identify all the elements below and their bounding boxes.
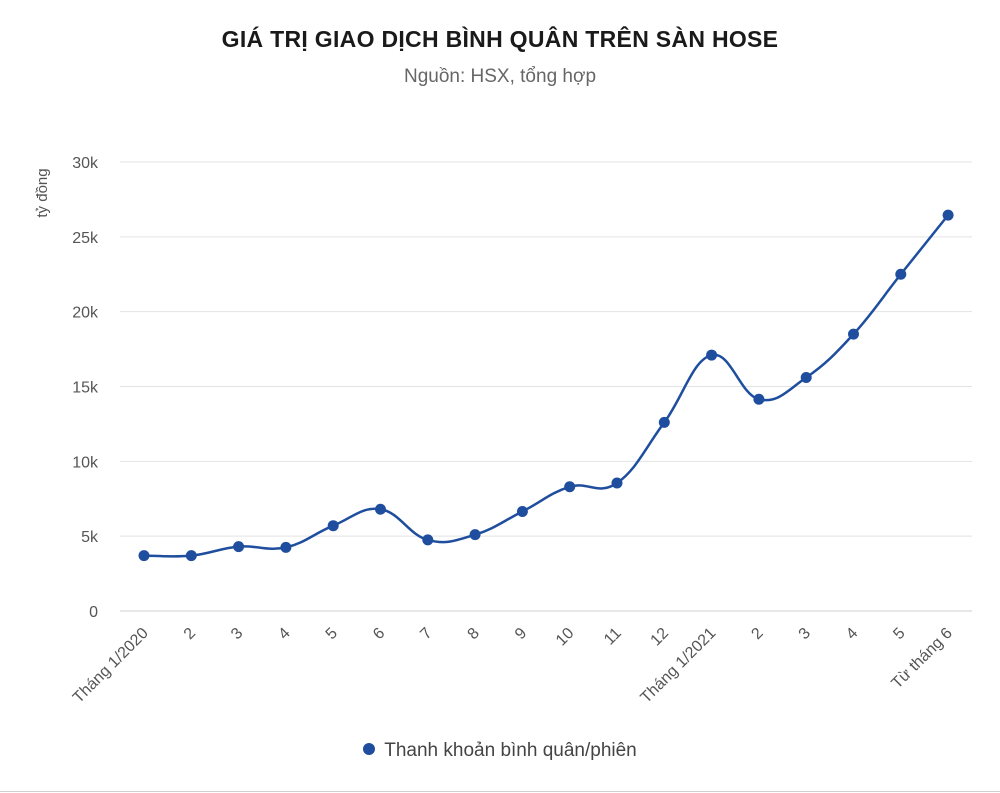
x-tick-label: 4 — [275, 625, 293, 643]
y-axis-ticks: 0 5k 10k 15k 20k 25k 30k — [72, 155, 99, 621]
y-tick-label: 20k — [72, 305, 99, 322]
data-point — [611, 477, 623, 489]
legend-marker — [363, 742, 376, 755]
x-tick-label: 11 — [601, 625, 625, 649]
y-tick-label: 0 — [89, 604, 98, 621]
data-point — [233, 541, 245, 553]
x-tick-label: 4 — [843, 625, 861, 643]
data-point — [753, 393, 765, 405]
data-point — [516, 505, 528, 517]
data-point — [800, 372, 812, 384]
legend: Thanh khoản bình quân/phiên — [0, 740, 1000, 762]
y-axis-label: tỷ đồng — [34, 168, 51, 217]
series-line — [142, 213, 950, 558]
data-point — [185, 550, 197, 562]
data-point — [327, 520, 339, 532]
series-points — [138, 209, 954, 562]
data-point — [848, 328, 859, 340]
data-point — [706, 349, 718, 361]
x-tick-label: Tháng 1/2020 — [70, 625, 152, 707]
data-point — [469, 529, 481, 541]
x-tick-label: 6 — [370, 625, 388, 643]
y-tick-label: 30k — [72, 155, 99, 172]
chart-subtitle: Nguồn: HSX, tổng hợp — [403, 66, 597, 87]
x-tick-label: 8 — [465, 625, 483, 643]
data-point — [422, 534, 434, 546]
x-tick-label: 5 — [890, 625, 908, 643]
data-point — [658, 416, 670, 428]
data-point — [280, 541, 292, 553]
x-tick-label: 7 — [417, 625, 435, 643]
data-point — [942, 209, 954, 221]
data-point — [895, 268, 907, 280]
chart-title: GIÁ TRỊ GIAO DỊCH BÌNH QUÂN TRÊN SÀN HOS… — [221, 26, 779, 52]
x-tick-label: 3 — [796, 625, 814, 643]
data-point — [375, 503, 386, 515]
y-tick-label: 5k — [81, 529, 99, 546]
x-tick-label: 2 — [748, 625, 766, 643]
bottom-divider — [0, 791, 1000, 792]
x-tick-label: 3 — [228, 625, 246, 643]
x-tick-label: 9 — [512, 625, 530, 643]
y-tick-label: 25k — [72, 230, 99, 247]
y-tick-label: 10k — [72, 454, 99, 471]
data-point — [138, 550, 150, 562]
x-tick-label: 2 — [181, 625, 199, 643]
y-tick-label: 15k — [72, 380, 99, 397]
gridlines — [120, 161, 972, 612]
x-tick-label: 5 — [323, 625, 341, 643]
x-tick-label: 12 — [648, 625, 673, 650]
data-point — [564, 481, 576, 493]
legend-label: Thanh khoản bình quân/phiên — [384, 740, 637, 761]
x-tick-label: 10 — [553, 625, 578, 650]
series-line-layer — [142, 213, 950, 558]
